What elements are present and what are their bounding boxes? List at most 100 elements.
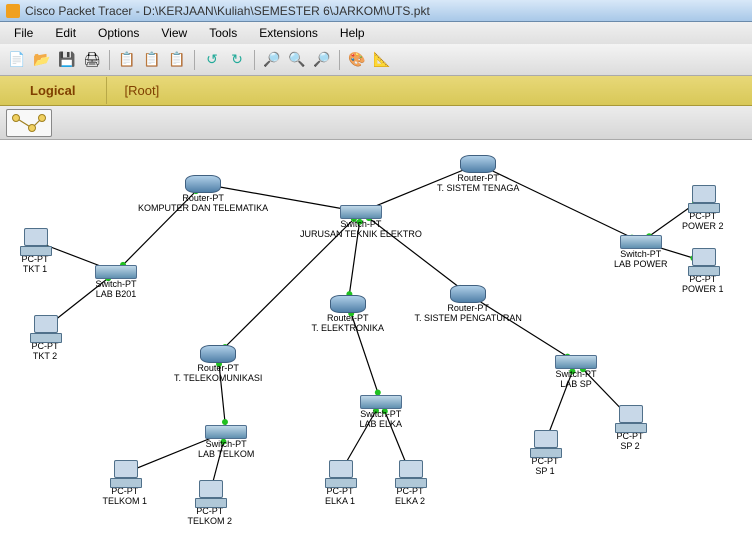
switch-icon bbox=[340, 205, 382, 219]
device-sw-sp[interactable]: Switch-PTLAB SP bbox=[555, 355, 597, 390]
switch-icon bbox=[95, 265, 137, 279]
view-tab-bar: Logical [Root] bbox=[0, 76, 752, 106]
device-pc-t2[interactable]: PC-PTTELKOM 2 bbox=[188, 480, 233, 527]
device-name-label: ELKA 2 bbox=[395, 497, 425, 507]
sub-toolbar bbox=[0, 106, 752, 140]
paste-icon[interactable]: 📋 bbox=[141, 49, 163, 71]
device-name-label: LAB B201 bbox=[95, 290, 137, 300]
device-r-elk[interactable]: Router-PTT. ELEKTRONIKA bbox=[312, 295, 385, 334]
pc-icon bbox=[20, 228, 50, 254]
device-sw-elk[interactable]: Switch-PTLAB ELKA bbox=[360, 395, 403, 430]
router-icon bbox=[460, 155, 496, 173]
menu-bar: FileEditOptionsViewToolsExtensionsHelp bbox=[0, 22, 752, 44]
router-icon bbox=[185, 175, 221, 193]
logical-tab[interactable]: Logical bbox=[0, 77, 107, 104]
device-name-label: T. SISTEM TENAGA bbox=[437, 184, 519, 194]
device-pc-e1[interactable]: PC-PTELKA 1 bbox=[325, 460, 355, 507]
switch-icon bbox=[360, 395, 402, 409]
pc-icon bbox=[615, 405, 645, 431]
title-bar: Cisco Packet Tracer - D:\KERJAAN\Kuliah\… bbox=[0, 0, 752, 22]
pc-icon bbox=[110, 460, 140, 486]
menu-extensions[interactable]: Extensions bbox=[249, 24, 328, 42]
zoom-out-icon[interactable]: 🔎 bbox=[311, 49, 333, 71]
app-icon bbox=[6, 4, 20, 18]
device-name-label: TELKOM 2 bbox=[188, 517, 233, 527]
main-toolbar: 📄📂💾🖨📋📋📋↺↻🔎🔍🔎🎨📐 bbox=[0, 44, 752, 76]
toolbar-separator bbox=[339, 50, 340, 70]
copy-icon[interactable]: 📋 bbox=[116, 49, 138, 71]
device-sw-pow[interactable]: Switch-PTLAB POWER bbox=[614, 235, 668, 270]
device-pc-tk2[interactable]: PC-PTTKT 2 bbox=[30, 315, 60, 362]
device-name-label: JURUSAN TEKNIK ELEKTRO bbox=[300, 230, 422, 240]
device-name-label: KOMPUTER DAN TELEMATIKA bbox=[138, 204, 268, 214]
open-file-icon[interactable]: 📂 bbox=[31, 49, 53, 71]
device-name-label: T. ELEKTRONIKA bbox=[312, 324, 385, 334]
undo-icon[interactable]: ↺ bbox=[201, 49, 223, 71]
menu-tools[interactable]: Tools bbox=[199, 24, 247, 42]
pc-icon bbox=[530, 430, 560, 456]
router-icon bbox=[330, 295, 366, 313]
device-r-st[interactable]: Router-PTT. SISTEM TENAGA bbox=[437, 155, 519, 194]
menu-file[interactable]: File bbox=[4, 24, 43, 42]
pc-icon bbox=[30, 315, 60, 341]
device-name-label: POWER 1 bbox=[682, 285, 724, 295]
menu-options[interactable]: Options bbox=[88, 24, 149, 42]
pc-icon bbox=[688, 185, 718, 211]
device-r-tel[interactable]: Router-PTT. TELEKOMUNIKASI bbox=[174, 345, 262, 384]
zoom-reset-icon[interactable]: 🔍 bbox=[286, 49, 308, 71]
device-pc-sp1[interactable]: PC-PTSP 1 bbox=[530, 430, 560, 477]
device-pc-e2[interactable]: PC-PTELKA 2 bbox=[395, 460, 425, 507]
device-name-label: TKT 1 bbox=[20, 265, 50, 275]
device-name-label: LAB POWER bbox=[614, 260, 668, 270]
device-name-label: TELKOM 1 bbox=[103, 497, 148, 507]
device-name-label: SP 1 bbox=[530, 467, 560, 477]
clipboard-icon[interactable]: 📋 bbox=[166, 49, 188, 71]
device-name-label: POWER 2 bbox=[682, 222, 724, 232]
toolbar-separator bbox=[109, 50, 110, 70]
device-pc-t1[interactable]: PC-PTTELKOM 1 bbox=[103, 460, 148, 507]
device-name-label: TKT 2 bbox=[30, 352, 60, 362]
device-name-label: SP 2 bbox=[615, 442, 645, 452]
pc-icon bbox=[688, 248, 718, 274]
palette-icon[interactable]: 🎨 bbox=[346, 49, 368, 71]
device-pc-pw2[interactable]: PC-PTPOWER 2 bbox=[682, 185, 724, 232]
router-icon bbox=[200, 345, 236, 363]
device-name-label: LAB ELKA bbox=[360, 420, 403, 430]
redo-icon[interactable]: ↻ bbox=[226, 49, 248, 71]
device-sw-b201[interactable]: Switch-PTLAB B201 bbox=[95, 265, 137, 300]
device-r-kt[interactable]: Router-PTKOMPUTER DAN TELEMATIKA bbox=[138, 175, 268, 214]
menu-edit[interactable]: Edit bbox=[45, 24, 86, 42]
device-name-label: LAB TELKOM bbox=[198, 450, 254, 460]
device-sw-tel[interactable]: Switch-PTLAB TELKOM bbox=[198, 425, 254, 460]
menu-help[interactable]: Help bbox=[330, 24, 375, 42]
pc-icon bbox=[325, 460, 355, 486]
switch-icon bbox=[620, 235, 662, 249]
cluster-icon bbox=[10, 112, 48, 134]
device-pc-tk1[interactable]: PC-PTTKT 1 bbox=[20, 228, 50, 275]
save-icon[interactable]: 💾 bbox=[56, 49, 78, 71]
device-sw-jte[interactable]: Switch-PTJURUSAN TEKNIK ELEKTRO bbox=[300, 205, 422, 240]
device-name-label: T. TELEKOMUNIKASI bbox=[174, 374, 262, 384]
window-title: Cisco Packet Tracer - D:\KERJAAN\Kuliah\… bbox=[25, 4, 430, 18]
switch-icon bbox=[555, 355, 597, 369]
device-name-label: LAB SP bbox=[555, 380, 597, 390]
topology-canvas[interactable]: Router-PTKOMPUTER DAN TELEMATIKA Router-P… bbox=[0, 140, 752, 542]
device-name-label: T. SISTEM PENGATURAN bbox=[415, 314, 522, 324]
device-name-label: ELKA 1 bbox=[325, 497, 355, 507]
cluster-panel-icon[interactable] bbox=[6, 109, 52, 137]
pc-icon bbox=[195, 480, 225, 506]
toolbar-separator bbox=[194, 50, 195, 70]
router-icon bbox=[450, 285, 486, 303]
pc-icon bbox=[395, 460, 425, 486]
device-r-sp[interactable]: Router-PTT. SISTEM PENGATURAN bbox=[415, 285, 522, 324]
device-pc-sp2[interactable]: PC-PTSP 2 bbox=[615, 405, 645, 452]
toolbar-separator bbox=[254, 50, 255, 70]
new-file-icon[interactable]: 📄 bbox=[6, 49, 28, 71]
print-icon[interactable]: 🖨 bbox=[81, 49, 103, 71]
custom-devices-icon[interactable]: 📐 bbox=[371, 49, 393, 71]
switch-icon bbox=[205, 425, 247, 439]
breadcrumb-root[interactable]: [Root] bbox=[107, 77, 178, 104]
device-pc-pw1[interactable]: PC-PTPOWER 1 bbox=[682, 248, 724, 295]
menu-view[interactable]: View bbox=[151, 24, 197, 42]
zoom-in-icon[interactable]: 🔎 bbox=[261, 49, 283, 71]
